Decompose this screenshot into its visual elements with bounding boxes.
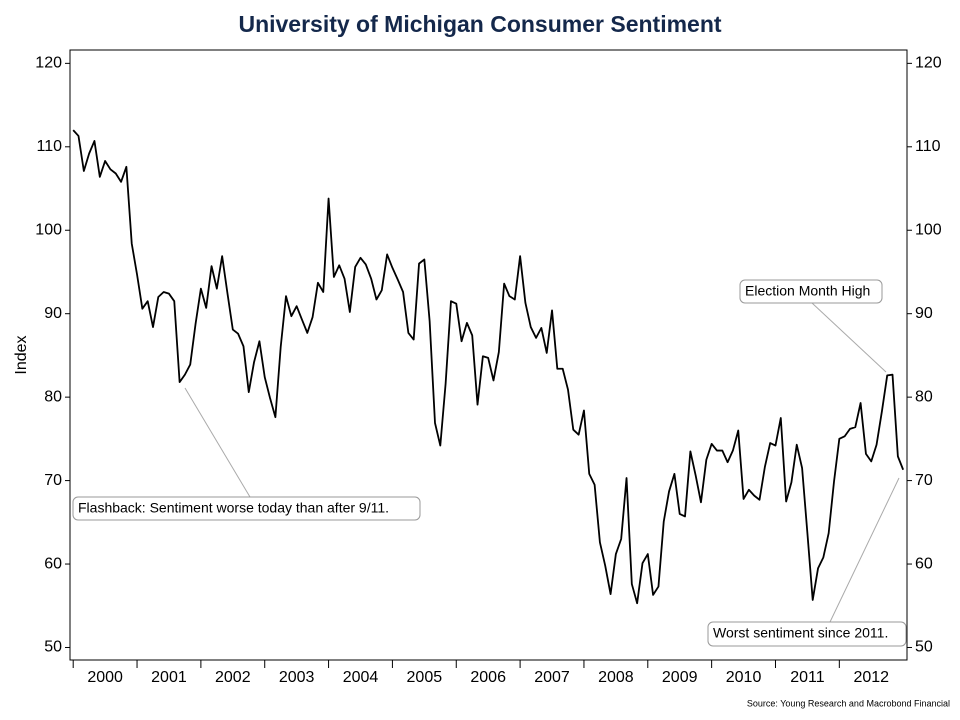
annotation: Flashback: Sentiment worse today than af…: [78, 500, 389, 516]
y2-tick-label: 60: [915, 555, 933, 572]
x-tick-label: 2000: [87, 669, 123, 686]
x-tick-label: 2009: [662, 669, 698, 686]
source: Source: Young Research and Macrobond Fin…: [747, 698, 950, 708]
x-tick-label: 2004: [343, 669, 379, 686]
x-tick-label: 2003: [279, 669, 315, 686]
leader-line: [811, 302, 887, 373]
y-tick-label: 110: [36, 138, 62, 155]
leader-line: [184, 387, 251, 498]
y-tick-label: 60: [44, 555, 62, 572]
y-tick-label: 80: [44, 388, 62, 405]
x-tick-label: 2002: [215, 669, 251, 686]
series-line: [72, 129, 905, 605]
annotations: Flashback: Sentiment worse today than af…: [72, 279, 907, 647]
plot-frame: [69, 49, 908, 661]
x-tick-label: 2012: [853, 669, 889, 686]
y2-tick-label: 120: [915, 55, 942, 72]
x-tick-label: 2010: [726, 669, 762, 686]
chart-title: University of Michigan Consumer Sentimen…: [238, 11, 721, 37]
annotation: Election Month High: [745, 283, 870, 299]
x-tick-label: 2006: [470, 669, 506, 686]
annotation-box: [72, 496, 421, 521]
x-tick-label: 2011: [790, 669, 825, 686]
y-tick-label: 120: [35, 55, 62, 72]
leader-line: [829, 477, 900, 623]
annotation-box: [707, 621, 907, 647]
y-axis-label: Index: [13, 335, 30, 374]
y2-tick-label: 50: [915, 639, 933, 656]
annotation-box: [739, 279, 883, 304]
annotation: Worst sentiment since 2011.: [713, 625, 888, 641]
y2-tick-label: 70: [915, 472, 933, 489]
y2-tick-label: 80: [915, 388, 933, 405]
x-tick-label: 2005: [407, 669, 443, 686]
y-tick-label: 50: [44, 639, 62, 656]
x-tick-label: 2008: [598, 669, 634, 686]
y2-tick-label: 110: [915, 138, 941, 155]
y-tick-label: 90: [44, 305, 62, 322]
y-tick-label: 70: [44, 472, 62, 489]
y-tick-label: 100: [35, 221, 62, 238]
y2-tick-label: 90: [915, 305, 933, 322]
y2-tick-label: 100: [915, 221, 942, 238]
x-tick-label: 2001: [151, 669, 187, 686]
x-tick-label: 2007: [534, 669, 570, 686]
